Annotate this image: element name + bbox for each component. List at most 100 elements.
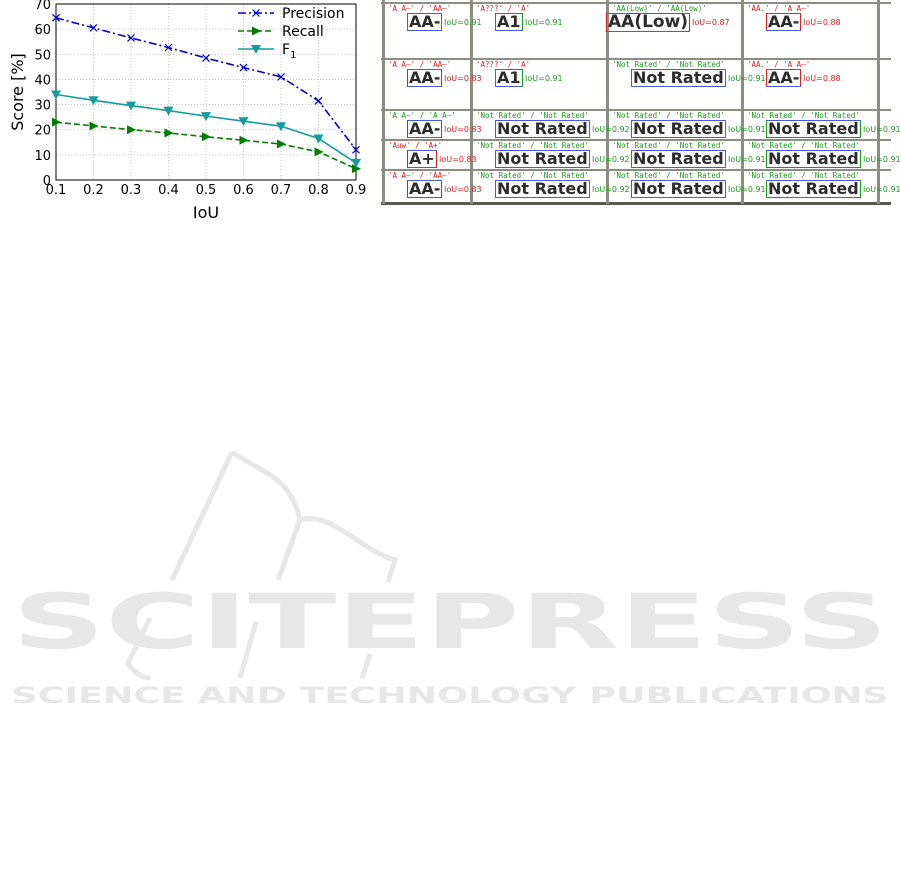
watermark-subtitle: SCIENCE AND TECHNOLOGY PUBLICATIONS [12,684,889,709]
example-cell: 'Not Rated' / 'Not Rated' Not Rated IoU=0.… [744,171,901,202]
grid-line [381,109,891,111]
series-recall [52,117,361,174]
scitepress-watermark: SCITEPRESS SCIENCE AND TECHNOLOGY PUBLIC… [12,449,889,709]
ocr-label: 'A A–' / 'AA–' [388,171,452,180]
legend-label: Precision [282,6,344,22]
example-cell: 'AA.' / 'A A–' AA- IoU=0.88 [744,4,877,58]
data-point [201,112,211,122]
y-tick-label: 50 [34,48,51,63]
example-cell: 'Not Rated' / 'Not Rated' Not Rated IoU=0.… [744,141,901,169]
x-tick-label: 0.6 [233,183,254,198]
iou-value: IoU=0.91 [863,125,901,134]
iou-value: IoU=0.91 [863,155,901,164]
legend-marker [251,45,261,54]
legend-marker [252,26,261,36]
cropped-rating-word: AA- [407,179,443,198]
example-cell: 'Not Rated' / 'Not Rated' Not Rated IoU=0.… [609,171,766,202]
ocr-label: 'Not Rated' / 'Not Rated' [612,141,725,150]
data-point [89,121,99,131]
data-point [277,139,286,149]
ocr-label: 'AA(Low)' / 'AA(Low)' [612,4,707,13]
example-cell: 'AA.' / 'A A–' AA- IoU=0.88 [744,60,877,109]
y-tick-label: 20 [34,124,51,139]
ocr-label: 'A???' / 'A' [476,4,531,13]
iou-value: IoU=0.92 [592,185,630,194]
cropped-rating-word: Not Rated [495,179,590,198]
cropped-rating-word: Not Rated [766,119,861,138]
x-tick-label: 0.8 [308,183,329,198]
example-cell: 'A A–' / 'A A–' AA- IoU=0.83 [385,111,482,139]
iou-value: IoU=0.83 [444,185,482,194]
x-tick-label: 0.1 [46,183,67,198]
x-tick-label: 0.4 [158,183,179,198]
example-cell: 'Not Rated' / 'Not Rated' Not Rated IoU=0.… [609,141,766,169]
data-point [238,117,249,127]
iou-value: IoU=0.83 [444,74,482,83]
cropped-rating-word: Not Rated [495,149,590,168]
x-tick-label: 0.3 [121,183,142,198]
data-point [313,134,324,144]
cropped-rating-word: AA(Low) [606,12,691,32]
example-cell: 'Auw' / 'A+' A+ IoU=0.83 [385,141,477,169]
iou-value: IoU=0.88 [803,74,841,83]
watermark-title: SCITEPRESS [12,577,888,666]
grid-line [741,0,744,204]
ocr-label: 'Not Rated' / 'Not Rated' [612,60,725,69]
ocr-label: 'Not Rated' / 'Not Rated' [612,111,725,120]
iou-value: IoU=0.83 [439,155,477,164]
grid-line [381,2,891,4]
iou-value: IoU=0.91 [728,125,766,134]
ocr-label: 'AA.' / 'A A–' [747,4,811,13]
data-point [164,128,174,138]
example-cell: 'Not Rated' / 'Not Rated' Not Rated IoU=0.… [473,111,630,139]
data-point [127,34,135,42]
iou-value: IoU=0.91 [728,185,766,194]
cropped-rating-word: Not Rated [631,119,726,138]
cropped-rating-word: A1 [495,68,523,87]
data-point [163,106,174,116]
data-point [51,90,61,100]
cropped-rating-word: Not Rated [631,68,726,87]
y-axis-label: Score [%] [8,53,27,131]
legend-marker [252,9,260,17]
example-cell: 'A???' / 'A' A1 IoU=0.91 [473,60,606,109]
ocr-label: 'A A–' / 'AA–' [388,4,452,13]
example-cell: 'A???' / 'A' A1 IoU=0.91 [473,4,606,58]
y-tick-label: 60 [34,23,51,38]
grid-line [381,58,891,60]
iou-value: IoU=0.91 [525,74,563,83]
legend-label: Recall [282,24,324,40]
data-point [277,72,285,81]
iou-value: IoU=0.91 [444,18,482,27]
data-point [314,147,324,157]
ocr-label: 'A A–' / 'A A–' [388,111,456,120]
grid-line [381,169,891,171]
data-point [88,96,99,106]
example-cell: 'A A–' / 'AA–' AA- IoU=0.83 [385,60,482,109]
iou-value: IoU=0.91 [863,185,901,194]
cropped-rating-word: Not Rated [631,179,726,198]
iou-value: IoU=0.91 [728,155,766,164]
grid-line [877,0,880,204]
ocr-label: 'A???' / 'A' [476,60,531,69]
y-tick-label: 30 [34,99,51,114]
cropped-rating-word: Not Rated [766,179,861,198]
x-tick-label: 0.5 [196,183,217,198]
example-cell: 'Not Rated' / 'Not Rated' Not Rated IoU=0.… [473,171,630,202]
y-tick-label: 40 [34,73,51,88]
data-point [164,43,173,52]
cropped-rating-word: AA- [407,12,443,31]
ocr-label: 'Not Rated' / 'Not Rated' [612,171,725,180]
example-cell: 'A A–' / 'AA–' AA- IoU=0.83 [385,171,482,202]
ocr-label: 'Not Rated' / 'Not Rated' [476,111,589,120]
data-point [352,164,361,174]
cropped-rating-word: Not Rated [495,119,590,138]
ocr-label: 'Auw' / 'A+' [388,141,443,150]
data-point [126,101,136,111]
cropped-rating-word: Not Rated [766,149,861,168]
example-cell: 'Not Rated' / 'Not Rated' Not Rated IoU=0.… [473,141,630,169]
data-point [202,54,210,62]
recognition-examples-figure: 'A A–' / 'AA–' AA- IoU=0.91 'A???' / 'A' A1 I… [0,0,901,210]
ocr-label: 'Not Rated' / 'Not Rated' [476,141,589,150]
data-point [202,132,211,142]
